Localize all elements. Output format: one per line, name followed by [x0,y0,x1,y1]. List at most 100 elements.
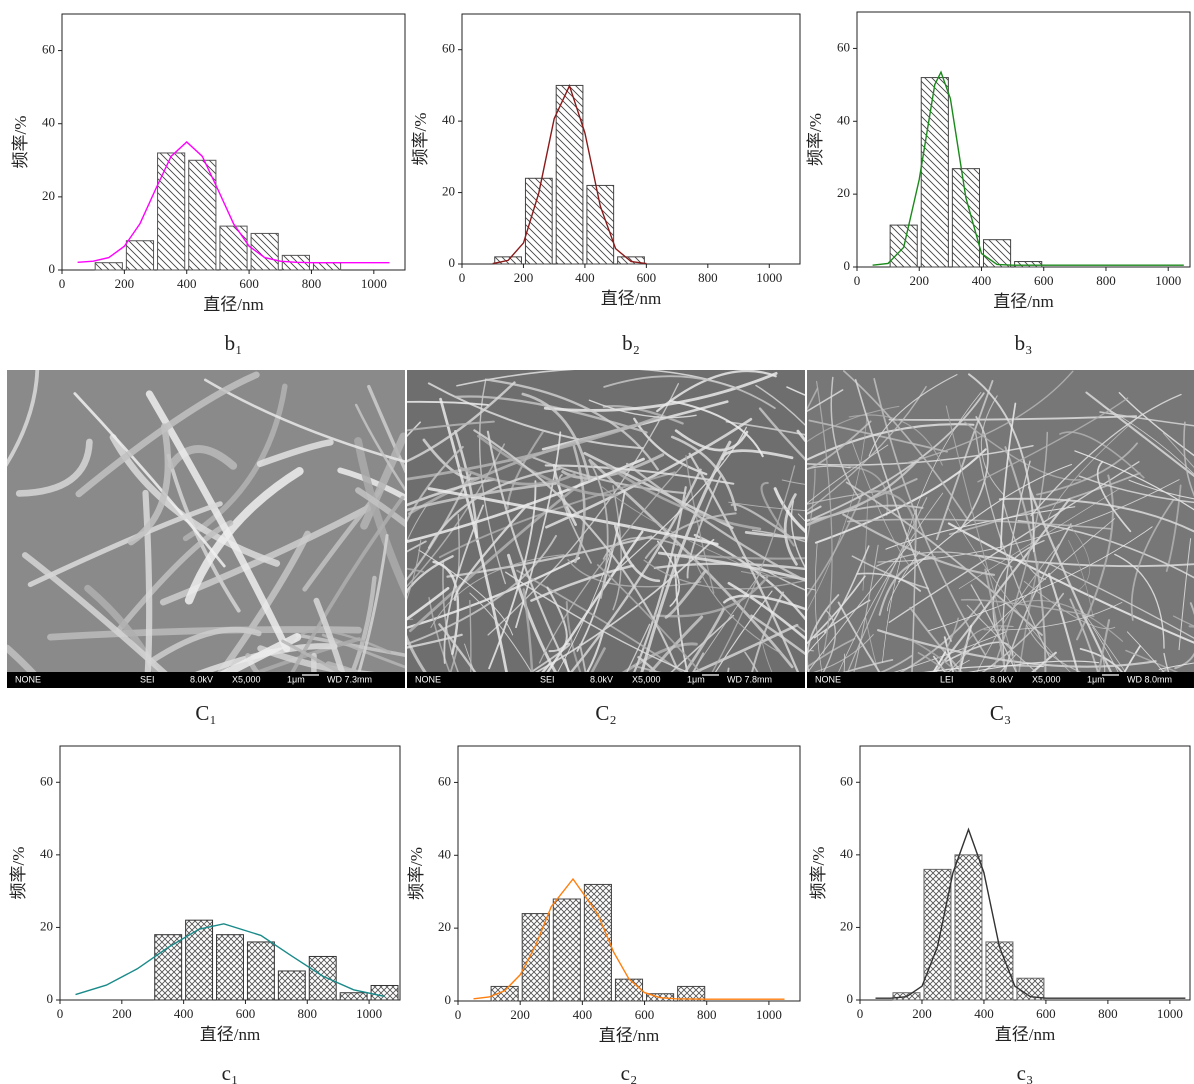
fiber [522,588,534,672]
fiber [469,599,472,672]
sem-image [7,370,405,672]
histogram-bar [157,152,186,271]
fiber [1000,402,1017,549]
fiber [1004,446,1047,672]
fiber [407,420,495,432]
y-tick-label: 20 [442,184,455,199]
fiber [843,370,968,519]
x-tick-label: 400 [177,276,197,291]
x-tick-label: 200 [510,1007,530,1022]
fiber [453,503,529,601]
fiber [674,429,749,452]
fiber [321,633,405,669]
fiber [807,575,866,645]
fiber [407,482,557,512]
fiber [730,503,792,539]
info-text: 8.0kV [990,674,1013,684]
fiber [311,652,317,672]
fiber [337,467,405,501]
histogram-bar [216,934,244,1001]
fiber [407,633,463,649]
fiber [693,557,783,655]
histogram-bar [1016,977,1045,1001]
fiber [558,474,592,564]
fit-curve [875,827,1186,999]
y-tick-label: 60 [837,39,850,54]
sem-image [407,370,805,672]
fiber [1047,572,1079,672]
info-bar [7,672,405,688]
image-caption: C₃ [990,701,1011,725]
fiber [966,604,1037,672]
fiber [943,636,955,672]
fiber [868,374,958,457]
fiber [807,465,851,470]
fit-curve [75,923,385,998]
info-bar [407,672,805,688]
fiber [898,463,1073,583]
x-tick-label: 600 [239,276,259,291]
fiber [538,464,684,664]
fiber [486,378,659,471]
fit-curve [77,141,390,264]
fiber [773,487,805,534]
histogram-bar [586,184,615,265]
x-tick-label: 800 [698,270,718,285]
fiber [960,416,989,530]
histogram-bar [583,883,612,1002]
fiber [488,480,537,670]
fiber [751,529,805,543]
fiber [923,665,1044,672]
fiber [1078,475,1194,504]
fiber [473,429,678,669]
x-tick-label: 400 [974,1006,994,1021]
fiber [1125,649,1179,672]
x-tick-label: 400 [573,1007,593,1022]
x-tick-label: 0 [854,273,861,288]
fit-curve [872,70,1184,266]
fiber [1172,615,1194,627]
x-tick-label: 400 [972,273,992,288]
fiber [761,638,773,672]
y-axis-label: 频率/% [407,847,426,900]
fiber [848,465,889,516]
fiber [999,654,1017,672]
fiber [1068,523,1091,591]
fiber [813,634,874,672]
fiber [614,524,661,583]
fiber [1118,392,1194,457]
fiber [1128,479,1194,500]
fiber [648,615,704,672]
fiber [692,571,762,672]
fiber [1178,538,1192,651]
fiber [1079,647,1123,672]
fiber [983,602,1123,631]
fiber [686,475,722,579]
fiber [964,421,1081,481]
y-tick-label: 60 [40,773,53,788]
fiber [194,643,338,672]
fiber [1096,460,1132,533]
image-caption: C₂ [595,701,616,725]
fiber [783,493,798,566]
histogram-bar [954,854,983,1001]
fiber [532,456,687,495]
panel-caption: b₂ [622,331,640,355]
fiber [948,518,1116,672]
x-tick-label: 200 [514,270,534,285]
fiber [84,584,160,672]
fit-curve [492,83,647,265]
fiber [888,415,1138,421]
fiber [807,385,927,512]
fiber [184,466,304,605]
info-text: X5,000 [632,674,661,684]
fiber [1092,626,1119,672]
plot-frame [457,745,801,1002]
fiber [984,568,1007,672]
fiber [928,526,1153,632]
fiber [603,375,776,410]
histogram-bar [1014,261,1043,268]
fiber [407,534,557,646]
y-tick-label: 20 [42,188,55,203]
